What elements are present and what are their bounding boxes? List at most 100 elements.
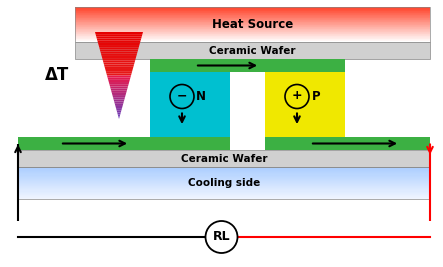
Polygon shape (113, 99, 124, 102)
Polygon shape (113, 95, 126, 97)
Text: N: N (196, 90, 206, 103)
Text: P: P (312, 90, 320, 103)
Text: Cooling side: Cooling side (188, 178, 260, 188)
Bar (18, 189, 430, 190)
Polygon shape (108, 80, 130, 82)
Bar (18, 190, 430, 191)
Polygon shape (97, 38, 141, 41)
Bar (18, 197, 430, 198)
Polygon shape (109, 84, 128, 87)
Polygon shape (114, 102, 124, 104)
Bar (75, 42, 430, 59)
Bar (18, 168, 430, 169)
Bar (75, 9, 430, 10)
Polygon shape (100, 49, 138, 52)
Bar (18, 150, 430, 167)
Bar (18, 167, 430, 199)
Bar (75, 27, 430, 28)
Bar (18, 187, 430, 188)
Bar (18, 191, 430, 193)
Text: Heat Source: Heat Source (212, 18, 293, 31)
Text: Ceramic Wafer: Ceramic Wafer (181, 154, 267, 163)
Bar (75, 39, 430, 40)
Bar (18, 170, 430, 171)
Polygon shape (110, 87, 128, 89)
Bar (75, 23, 430, 24)
Bar (75, 26, 430, 27)
Polygon shape (106, 73, 132, 76)
Bar (18, 198, 430, 199)
Polygon shape (117, 110, 121, 112)
Bar (75, 34, 430, 35)
Bar (18, 173, 430, 174)
Bar (265, 72, 345, 137)
Polygon shape (95, 32, 143, 34)
Bar (75, 41, 430, 42)
Bar (18, 181, 430, 182)
Polygon shape (101, 54, 137, 56)
Bar (18, 172, 430, 173)
Bar (18, 180, 430, 181)
Polygon shape (118, 117, 120, 119)
Bar (75, 13, 430, 14)
Bar (75, 30, 430, 31)
Bar (18, 188, 430, 189)
Bar (75, 31, 430, 32)
Bar (75, 33, 430, 34)
Bar (75, 12, 430, 13)
Bar (18, 169, 430, 170)
Polygon shape (111, 91, 127, 93)
Bar (75, 37, 430, 38)
Bar (18, 179, 430, 180)
Bar (18, 176, 430, 178)
Bar (75, 21, 430, 22)
Polygon shape (105, 69, 133, 71)
Bar (75, 22, 430, 23)
Bar (18, 185, 430, 186)
Bar (75, 40, 430, 41)
Bar (18, 195, 430, 196)
Text: +: + (291, 89, 302, 102)
Bar (75, 16, 430, 17)
Polygon shape (112, 93, 126, 95)
Bar (18, 196, 430, 197)
Polygon shape (101, 56, 136, 58)
Bar (75, 15, 430, 16)
Bar (75, 7, 430, 8)
Bar (18, 137, 430, 150)
Bar (18, 193, 430, 194)
Polygon shape (106, 71, 132, 73)
Bar (75, 25, 430, 26)
Polygon shape (105, 67, 133, 69)
Bar (75, 19, 430, 20)
Bar (18, 167, 430, 168)
Polygon shape (96, 34, 142, 36)
Polygon shape (111, 89, 128, 91)
Bar (75, 38, 430, 39)
Polygon shape (109, 82, 129, 84)
Bar (18, 182, 430, 183)
Circle shape (206, 221, 237, 253)
Text: ΔT: ΔT (45, 66, 69, 84)
Bar (75, 8, 430, 9)
Bar (75, 10, 430, 11)
Polygon shape (98, 43, 140, 45)
Bar (75, 24, 430, 25)
Bar (75, 11, 430, 12)
Bar (75, 32, 430, 33)
Polygon shape (103, 60, 135, 62)
Text: RL: RL (213, 230, 230, 244)
Bar (75, 29, 430, 30)
Polygon shape (102, 58, 136, 60)
Polygon shape (115, 104, 123, 106)
Polygon shape (104, 65, 134, 67)
Polygon shape (108, 78, 130, 80)
Bar (75, 36, 430, 37)
Bar (75, 18, 430, 19)
Polygon shape (103, 62, 135, 65)
Polygon shape (115, 106, 123, 108)
Bar (18, 184, 430, 185)
Bar (150, 72, 230, 137)
Bar (75, 35, 430, 36)
Polygon shape (99, 45, 140, 47)
